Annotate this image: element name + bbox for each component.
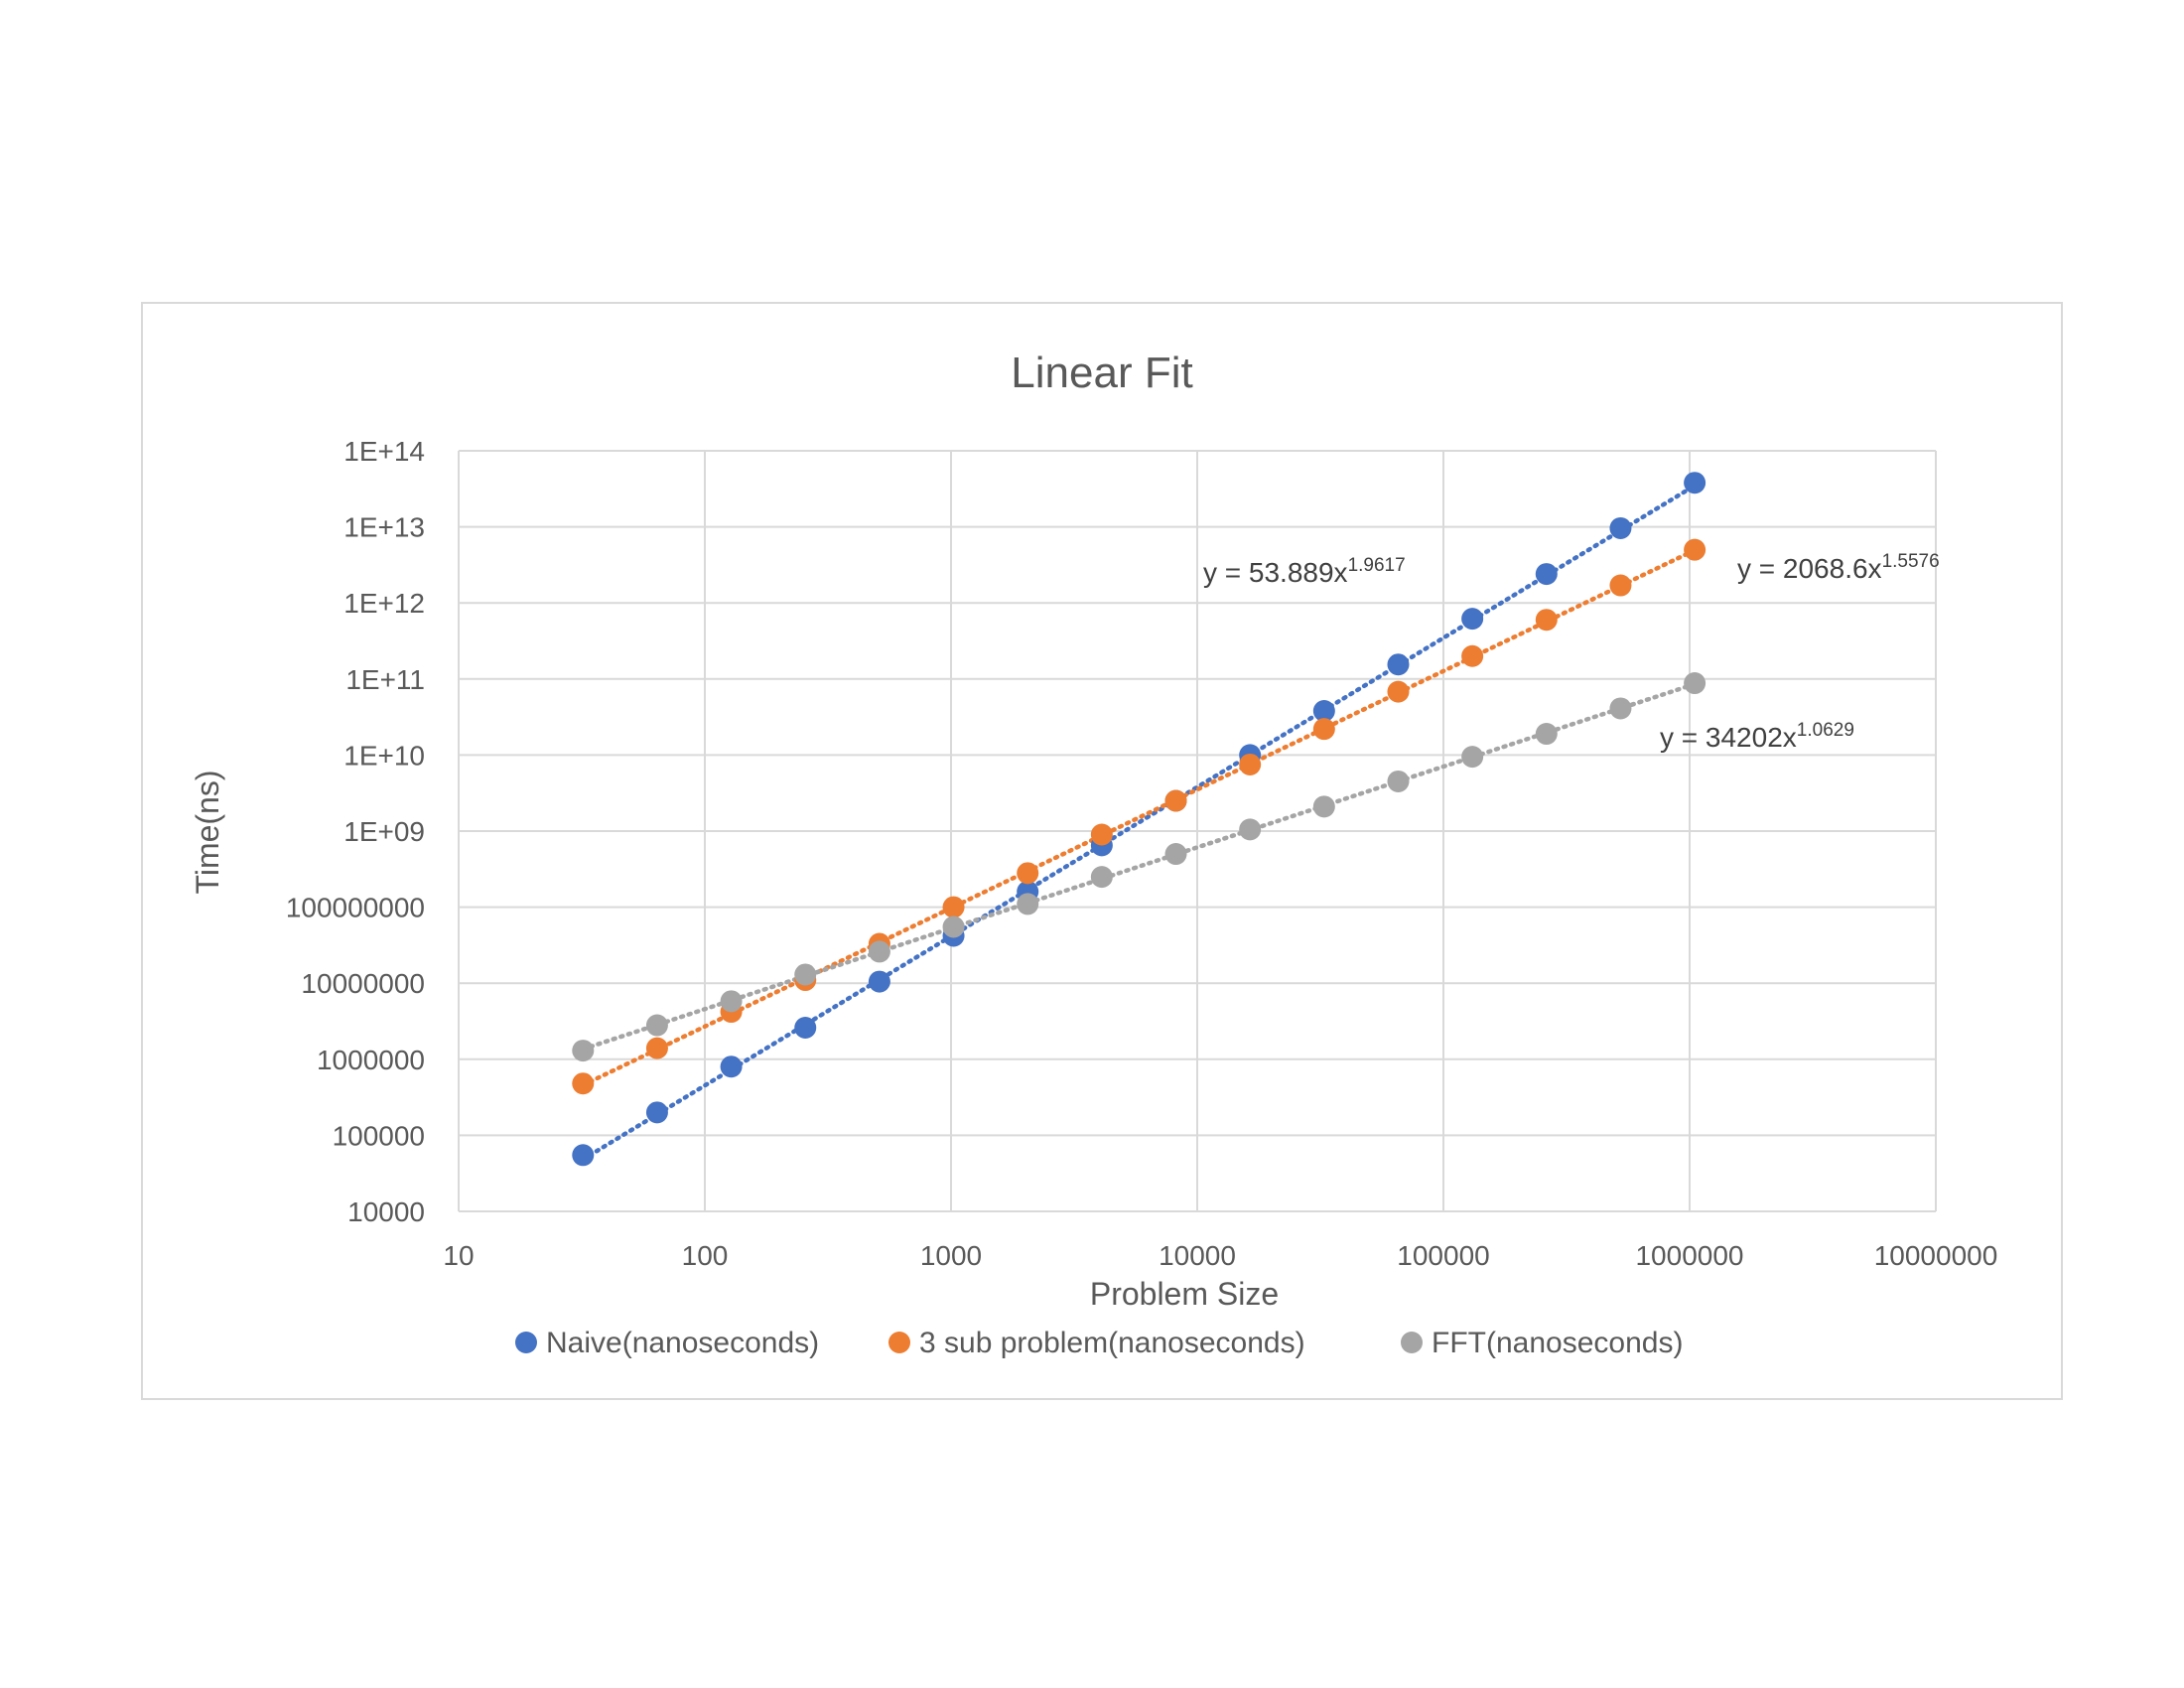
series-3-point	[1312, 795, 1335, 818]
equation-base: y = 34202x	[1660, 722, 1797, 753]
series-1-point	[1535, 563, 1558, 586]
series-1-point	[645, 1101, 668, 1124]
trendline-equation-1: y = 53.889x1.9617	[1203, 555, 1406, 588]
series-2-point	[1090, 823, 1113, 846]
series-3-point	[1239, 818, 1262, 841]
series-2-point	[1609, 574, 1632, 597]
legend-label: 3 sub problem(nanoseconds)	[919, 1327, 1305, 1359]
series-1-point	[1609, 516, 1632, 539]
series-1-point	[1312, 699, 1335, 722]
x-axis-ticks: 10 100 1000 10000 100000 1000000 10000000	[443, 1240, 1997, 1271]
series-3-point	[1164, 843, 1187, 866]
equation-exponent: 1.9617	[1348, 555, 1406, 576]
x-tick-label: 10000	[1159, 1240, 1236, 1271]
series-2-point	[572, 1072, 595, 1095]
series-3-point	[720, 990, 743, 1013]
legend-item-2: 3 sub problem(nanoseconds)	[888, 1327, 1305, 1359]
y-tick-label: 1E+09	[343, 816, 425, 847]
series-2-point	[1535, 609, 1558, 632]
series-1-point	[1387, 653, 1410, 676]
chart-canvas: Linear Fit 10 100 1000 10000 100000 1000000 10…	[190, 349, 1997, 1359]
y-tick-label: 10000000	[301, 968, 425, 999]
x-axis-title: Problem Size	[1090, 1276, 1279, 1312]
legend-marker	[888, 1332, 910, 1353]
series-3-point	[794, 963, 817, 986]
x-tick-label: 100000	[1397, 1240, 1489, 1271]
series-1-point	[572, 1144, 595, 1167]
equation-base: y = 2068.6x	[1737, 553, 1882, 584]
data-points	[572, 472, 1706, 1167]
y-axis-ticks: 10000 100000 1000000 10000000 100000000 1E+09…	[286, 436, 425, 1227]
series-2-point	[1684, 538, 1706, 561]
y-tick-label: 100000	[333, 1120, 425, 1151]
trendline-equation-3: y = 34202x1.0629	[1660, 720, 1854, 753]
series-3-point	[645, 1014, 668, 1037]
x-tick-label: 100	[682, 1240, 729, 1271]
legend-label: FFT(nanoseconds)	[1432, 1327, 1683, 1359]
x-tick-label: 10	[443, 1240, 474, 1271]
y-tick-label: 1E+11	[345, 664, 425, 695]
legend-item-1: Naive(nanoseconds)	[515, 1327, 819, 1359]
series-1-point	[1684, 472, 1706, 494]
trendline-3	[581, 681, 1698, 1052]
equation-exponent: 1.0629	[1797, 720, 1854, 741]
legend: Naive(nanoseconds) 3 sub problem(nanoseco…	[515, 1327, 1683, 1359]
series-3-point	[1609, 697, 1632, 720]
y-tick-label: 1E+14	[343, 436, 425, 467]
y-tick-label: 1000000	[317, 1045, 425, 1075]
series-1-point	[868, 970, 890, 993]
legend-marker	[1401, 1332, 1423, 1353]
trendline-2	[581, 547, 1698, 1088]
series-2-point	[1312, 718, 1335, 741]
legend-item-3: FFT(nanoseconds)	[1401, 1327, 1683, 1359]
series-3-point	[1461, 746, 1484, 769]
series-2-point	[1387, 680, 1410, 703]
series-3-point	[1017, 893, 1039, 915]
trendline-equation-2: y = 2068.6x1.5576	[1737, 551, 1940, 584]
series-3-point	[1387, 770, 1410, 792]
series-3-point	[1684, 672, 1706, 695]
legend-label: Naive(nanoseconds)	[546, 1327, 819, 1359]
equation-base: y = 53.889x	[1203, 557, 1348, 588]
trendline-equations: y = 53.889x1.9617 y = 2068.6x1.5576 y = 34…	[1203, 551, 1940, 753]
series-3-point	[868, 940, 890, 963]
grid-lines	[458, 450, 1937, 1212]
series-1-point	[794, 1017, 817, 1040]
series-1-point	[1461, 608, 1484, 631]
y-tick-label: 10000	[347, 1196, 425, 1227]
series-3-point	[1090, 866, 1113, 889]
series-3-point	[942, 915, 965, 938]
legend-marker	[515, 1332, 537, 1353]
series-2-point	[942, 896, 965, 918]
x-tick-label: 1000000	[1635, 1240, 1743, 1271]
y-axis-title: Time(ns)	[190, 770, 225, 894]
series-2-point	[1164, 789, 1187, 812]
x-tick-label: 10000000	[1874, 1240, 1998, 1271]
x-tick-label: 1000	[920, 1240, 982, 1271]
trendline-1	[581, 483, 1698, 1162]
equation-exponent: 1.5576	[1882, 551, 1940, 572]
y-tick-label: 1E+12	[343, 588, 425, 619]
trendlines	[581, 483, 1698, 1162]
series-2-point	[1239, 753, 1262, 775]
series-2-point	[1461, 644, 1484, 667]
series-1-point	[720, 1055, 743, 1078]
series-2-point	[1017, 862, 1039, 885]
chart-title: Linear Fit	[1011, 349, 1192, 397]
y-tick-label: 100000000	[286, 893, 425, 923]
y-tick-label: 1E+13	[343, 512, 425, 543]
series-3-point	[572, 1040, 595, 1062]
series-3-point	[1535, 723, 1558, 746]
series-2-point	[645, 1037, 668, 1059]
y-tick-label: 1E+10	[343, 740, 425, 771]
chart-frame: Linear Fit 10 100 1000 10000 100000 1000000 10…	[141, 302, 2063, 1400]
